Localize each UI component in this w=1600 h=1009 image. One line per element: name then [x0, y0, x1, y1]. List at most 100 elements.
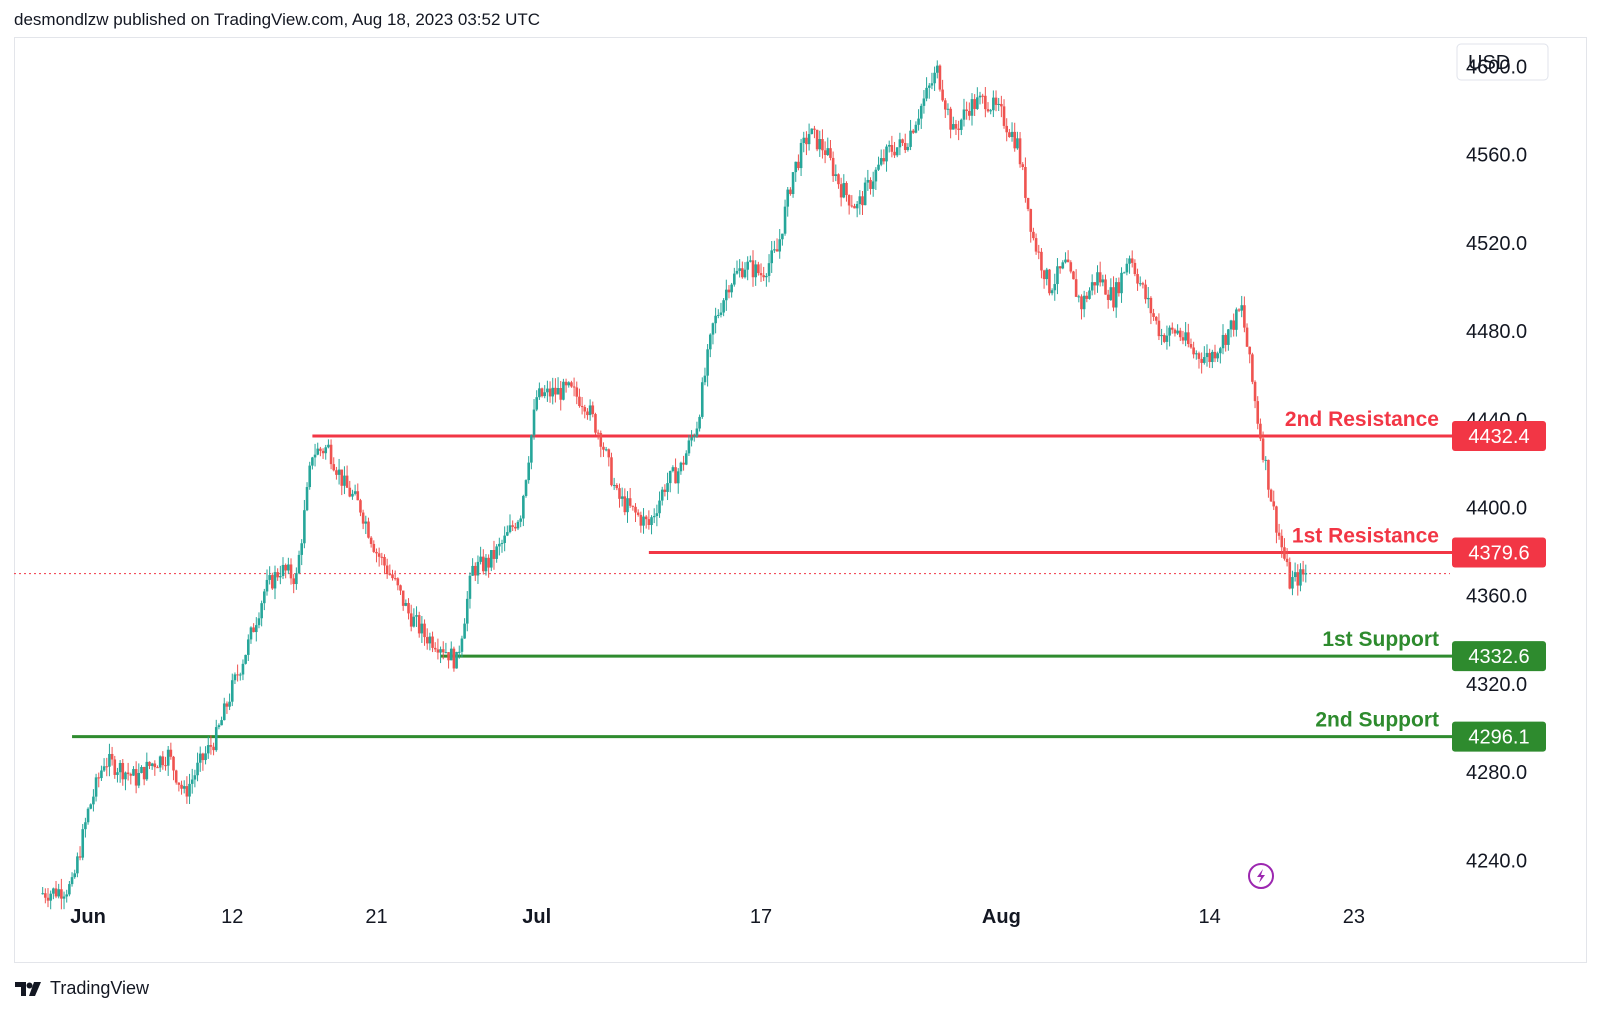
- candle-body: [388, 574, 392, 576]
- candle-body: [452, 648, 456, 669]
- candle-body: [986, 109, 990, 112]
- candle-body: [797, 161, 800, 169]
- candle-body: [508, 525, 512, 533]
- x-tick-label: Jun: [70, 906, 106, 928]
- candle-body: [527, 462, 530, 481]
- candle-body: [196, 762, 199, 776]
- candle-body: [257, 618, 261, 626]
- candle-body: [871, 181, 875, 189]
- candle-body: [1288, 562, 1292, 589]
- candle-body: [225, 703, 229, 707]
- candle-body: [634, 506, 637, 513]
- candle-body: [380, 556, 384, 558]
- candle-body: [708, 334, 712, 350]
- candle-body: [129, 774, 133, 776]
- currency-selector-button[interactable]: [1456, 43, 1549, 81]
- candle-body: [903, 142, 907, 150]
- candle-body: [1018, 138, 1022, 165]
- candle-body: [815, 129, 819, 150]
- candle-body: [230, 680, 234, 702]
- candle-body: [436, 649, 440, 653]
- candle-body: [1176, 330, 1179, 334]
- candle-body: [204, 753, 207, 761]
- candle-body: [49, 893, 52, 901]
- candle-body: [105, 766, 109, 768]
- candle-body: [733, 273, 736, 285]
- candle-body: [81, 829, 85, 858]
- candle-body: [447, 652, 450, 661]
- candle-body: [861, 196, 864, 206]
- candle-body: [52, 888, 55, 894]
- candle-body: [845, 182, 848, 196]
- candle-body: [855, 204, 859, 209]
- candle-body: [1096, 272, 1099, 286]
- footer-branding: TradingView: [14, 978, 149, 999]
- candle-body: [877, 164, 880, 170]
- candle-body: [343, 475, 346, 486]
- candle-body: [110, 753, 114, 760]
- candle-body: [484, 557, 488, 572]
- candle-body: [602, 446, 605, 450]
- candle-body: [1144, 284, 1147, 300]
- candle-body: [591, 405, 595, 415]
- candle-body: [423, 623, 426, 638]
- candle-body: [767, 263, 771, 276]
- candle-body: [997, 103, 1000, 105]
- candle-body: [1050, 290, 1054, 294]
- candle-body: [716, 314, 720, 316]
- candle-body: [522, 495, 525, 519]
- candle-body: [639, 514, 643, 526]
- candle-body: [543, 392, 547, 397]
- candle-body: [1130, 258, 1134, 263]
- candle-body: [1048, 269, 1051, 294]
- candle-body: [610, 457, 613, 486]
- candle-body: [917, 118, 920, 125]
- candle-body: [449, 648, 453, 661]
- candle-body: [1106, 294, 1110, 300]
- candle-body: [658, 500, 661, 514]
- candle-body: [1170, 327, 1174, 330]
- candle-body: [361, 512, 365, 524]
- 2nd-resistance-label: 2nd Resistance: [1285, 408, 1439, 431]
- candle-body: [1085, 295, 1089, 299]
- candle-body: [1162, 335, 1166, 342]
- candle-body: [791, 172, 795, 195]
- candle-body: [1205, 352, 1209, 358]
- candle-body: [1192, 347, 1195, 355]
- candle-body: [1072, 271, 1075, 280]
- candle-body: [863, 182, 867, 206]
- candle-body: [281, 564, 285, 576]
- candle-body: [943, 100, 947, 110]
- candle-body: [770, 250, 774, 264]
- candle-body: [1021, 164, 1025, 167]
- candle-body: [1125, 263, 1129, 273]
- candle-body: [86, 808, 90, 823]
- candle-body: [383, 556, 386, 566]
- candle-body: [620, 496, 624, 499]
- candle-body: [1245, 327, 1249, 347]
- candle-body: [743, 269, 747, 278]
- candle-body: [1034, 238, 1038, 252]
- candle-body: [1064, 259, 1067, 263]
- candle-body: [495, 546, 498, 559]
- candle-body: [174, 770, 178, 783]
- candle-body: [1058, 266, 1062, 269]
- candle-body: [321, 450, 325, 454]
- candle-body: [1285, 558, 1289, 563]
- candle-body: [725, 289, 728, 301]
- candle-body: [901, 139, 904, 143]
- candle-body: [893, 151, 896, 156]
- candle-body: [1146, 297, 1150, 300]
- candle-body: [233, 674, 237, 681]
- candle-body: [292, 578, 295, 585]
- candle-body: [375, 551, 378, 554]
- candle-body: [313, 454, 317, 458]
- candle-body: [1203, 357, 1206, 363]
- candle-body: [679, 462, 683, 472]
- candle-body: [190, 779, 194, 784]
- lightning-icon[interactable]: [1248, 863, 1274, 889]
- candle-body: [1053, 284, 1057, 291]
- candle-body: [209, 745, 213, 747]
- candle-body: [503, 535, 506, 544]
